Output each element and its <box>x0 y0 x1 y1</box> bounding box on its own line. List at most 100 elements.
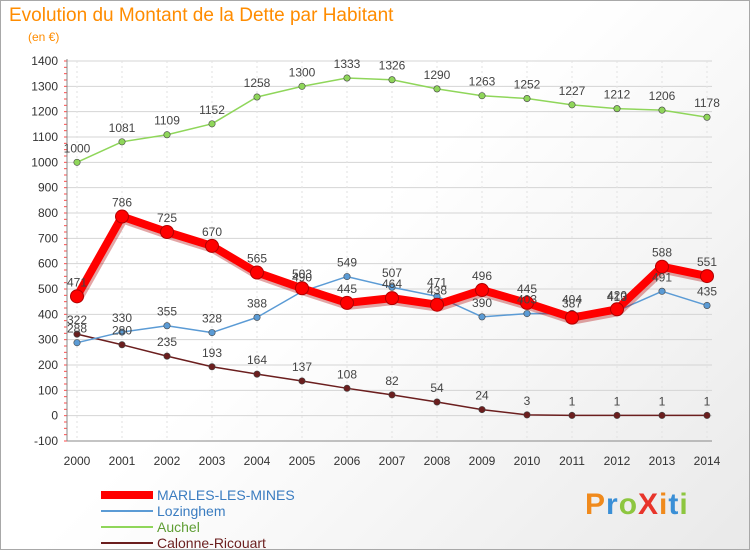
data-label: 1263 <box>469 75 496 89</box>
data-point <box>523 310 531 318</box>
data-label: 137 <box>292 360 312 374</box>
data-label: 1300 <box>289 65 316 79</box>
legend-swatch <box>101 491 153 499</box>
data-label: 108 <box>337 367 357 381</box>
data-label: 549 <box>337 256 357 270</box>
data-point <box>703 113 711 121</box>
x-tick-label: 2014 <box>694 454 721 468</box>
data-point <box>613 105 621 113</box>
data-label: 164 <box>247 353 267 367</box>
x-tick-label: 2012 <box>604 454 631 468</box>
x-tick-label: 2006 <box>334 454 361 468</box>
data-label: 1 <box>659 394 666 408</box>
data-label: 1227 <box>559 84 586 98</box>
x-tick-label: 2004 <box>244 454 271 468</box>
data-point <box>253 313 261 321</box>
x-tick-label: 2002 <box>154 454 181 468</box>
data-point <box>388 283 396 291</box>
data-label: 388 <box>247 296 267 310</box>
data-point <box>523 94 531 102</box>
legend-label: Lozinghem <box>157 503 226 519</box>
y-tick-label: 1300 <box>31 79 58 93</box>
data-label: 1206 <box>649 89 676 103</box>
data-label: 445 <box>517 282 537 296</box>
data-label: 1109 <box>154 114 180 128</box>
logo-letter: r <box>606 488 619 521</box>
data-point <box>118 328 126 336</box>
data-label: 413 <box>607 290 627 304</box>
y-tick-label: 1100 <box>32 130 58 144</box>
x-tick-label: 2009 <box>469 454 496 468</box>
data-point <box>208 120 216 128</box>
x-tick-label: 2007 <box>379 454 406 468</box>
data-label: 330 <box>112 311 132 325</box>
data-label: 503 <box>292 267 312 281</box>
data-point <box>388 391 396 399</box>
legend-label: Calonne-Ricouart <box>157 535 266 551</box>
data-point <box>163 131 171 139</box>
x-tick-label: 2008 <box>424 454 451 468</box>
data-point <box>295 281 309 296</box>
y-tick-label: 0 <box>51 409 58 423</box>
data-label: 280 <box>112 324 132 338</box>
data-point <box>70 289 84 304</box>
data-label: 193 <box>202 346 222 360</box>
y-tick-label: 500 <box>38 282 58 296</box>
data-point <box>478 92 486 100</box>
logo-letter: X <box>638 488 660 521</box>
data-point <box>163 352 171 360</box>
y-tick-label: -100 <box>34 434 58 448</box>
chart-title: Evolution du Montant de la Dette par Hab… <box>9 5 394 26</box>
y-tick-label: 400 <box>38 307 58 321</box>
data-label: 403 <box>517 293 537 307</box>
x-tick-label: 2001 <box>109 454 136 468</box>
data-label: 588 <box>652 246 672 260</box>
data-point <box>658 411 666 419</box>
data-label: 1326 <box>379 59 406 73</box>
data-point <box>433 398 441 406</box>
legend-swatch <box>101 510 153 512</box>
x-tick-label: 2013 <box>649 454 676 468</box>
data-point <box>253 93 261 101</box>
x-tick-label: 2011 <box>559 454 585 468</box>
data-label: 420 <box>607 288 627 302</box>
data-point <box>610 302 624 317</box>
x-tick-label: 2003 <box>199 454 226 468</box>
data-label: 288 <box>67 322 87 336</box>
data-point <box>565 310 579 325</box>
data-point <box>523 411 531 419</box>
data-label: 471 <box>427 275 447 289</box>
data-point <box>475 283 489 298</box>
y-tick-label: 1000 <box>31 155 58 169</box>
data-label: 496 <box>472 269 492 283</box>
data-label: 54 <box>430 381 444 395</box>
data-point <box>430 297 444 312</box>
data-point <box>388 76 396 84</box>
data-point <box>700 269 714 284</box>
y-tick-label: 200 <box>38 358 58 372</box>
data-label: 82 <box>385 374 399 388</box>
data-point <box>658 106 666 114</box>
data-label: 1252 <box>514 77 541 91</box>
data-label: 404 <box>562 292 582 306</box>
data-point <box>160 225 174 239</box>
data-point <box>703 301 711 309</box>
data-label: 1 <box>569 394 576 408</box>
data-point <box>298 377 306 385</box>
data-label: 387 <box>562 297 582 311</box>
data-label: 1 <box>704 394 711 408</box>
y-tick-label: 600 <box>38 257 58 271</box>
data-label: 786 <box>112 196 132 210</box>
data-label: 445 <box>337 282 357 296</box>
data-point <box>613 411 621 419</box>
data-point <box>298 82 306 90</box>
data-point <box>73 339 81 347</box>
data-point <box>478 406 486 414</box>
legend-swatch <box>101 526 153 528</box>
data-label: 435 <box>697 284 717 298</box>
data-label: 1081 <box>109 121 136 135</box>
data-point <box>208 329 216 337</box>
logo-letter: i <box>679 488 689 521</box>
